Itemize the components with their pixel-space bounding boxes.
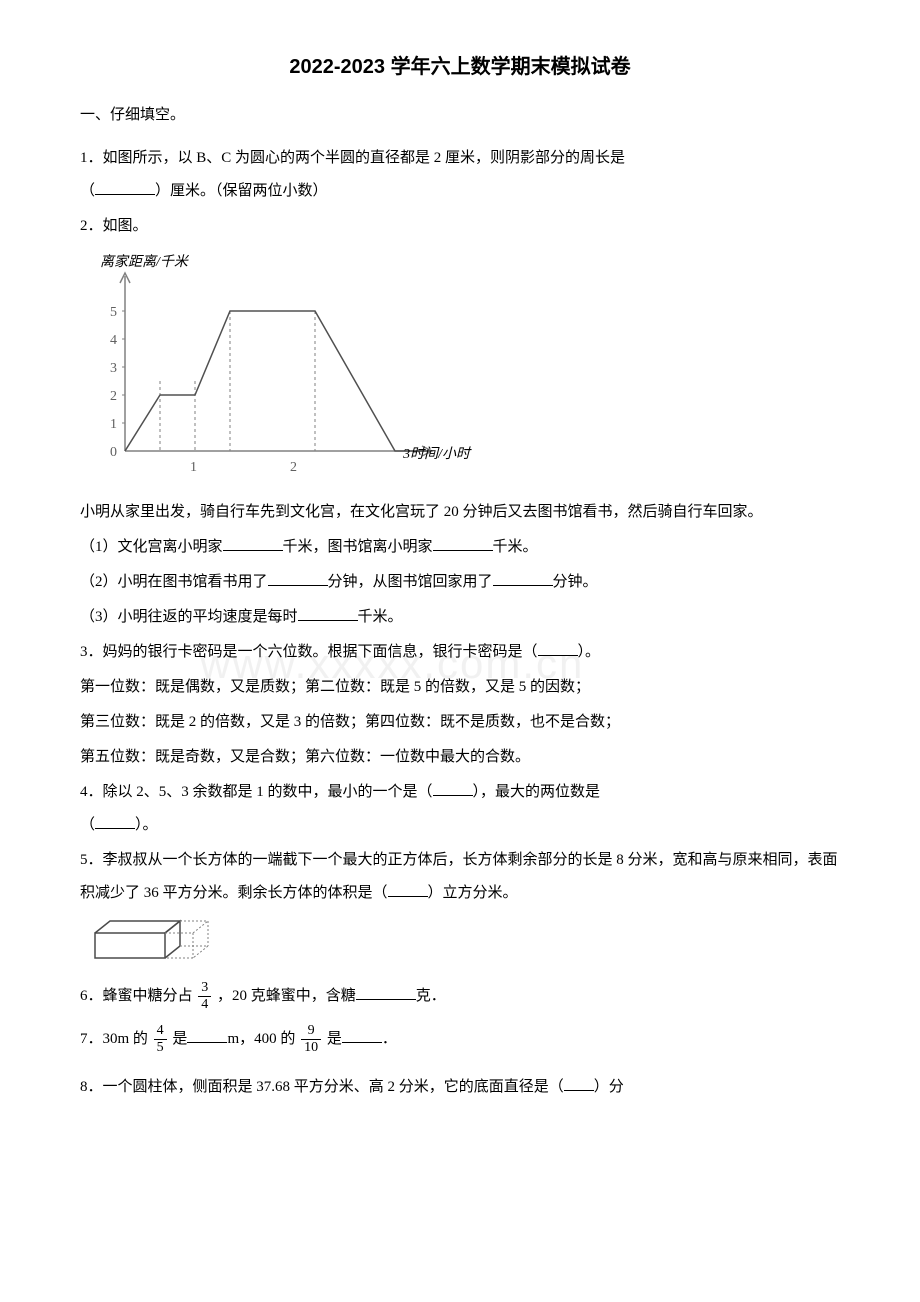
q2-2-blank2 xyxy=(493,571,553,586)
q2-description: 小明从家里出发，骑自行车先到文化宫，在文化宫玩了 20 分钟后又去图书馆看书，然… xyxy=(80,496,840,529)
q3-a: 3．妈妈的银行卡密码是一个六位数。根据下面信息，银行卡密码是（ xyxy=(80,644,538,660)
q7-blank2 xyxy=(342,1028,382,1043)
exam-title: 2022-2023 学年六上数学期末模拟试卷 xyxy=(80,50,840,79)
q6-frac-num: 3 xyxy=(198,980,211,997)
section-1-header: 一、仔细填空。 xyxy=(80,99,840,132)
distance-time-chart: 离家距离/千米 5 4 3 2 1 0 1 2 xyxy=(90,251,470,481)
q2-2b: 分钟，从图书馆回家用了 xyxy=(328,574,493,590)
q4-d: ）。 xyxy=(135,817,158,833)
ytick-4: 4 xyxy=(110,333,117,348)
q1-blank xyxy=(95,180,155,195)
question-3: 3．妈妈的银行卡密码是一个六位数。根据下面信息，银行卡密码是（ ）。 xyxy=(80,636,840,669)
cuboid-figure xyxy=(90,918,840,968)
ytick-0: 0 xyxy=(110,445,117,460)
q7-fraction1: 45 xyxy=(154,1023,167,1056)
q3-line1: 第一位数：既是偶数，又是质数；第二位数：既是 5 的倍数，又是 5 的因数； xyxy=(80,671,840,704)
question-7: 7．30m 的 45 是 m，400 的 910 是 ． xyxy=(80,1023,840,1056)
q7-c: m，400 的 xyxy=(227,1031,299,1047)
q8-a: 8．一个圆柱体，侧面积是 37.68 平方分米、高 2 分米，它的底面直径是（ xyxy=(80,1079,564,1095)
q2-1c: 千米。 xyxy=(493,539,538,555)
q1-text-a: 1．如图所示，以 B、C 为圆心的两个半圆的直径都是 2 厘米，则阴影部分的周长… xyxy=(80,150,625,166)
question-4: 4．除以 2、5、3 余数都是 1 的数中，最小的一个是（ ），最大的两位数是 （… xyxy=(80,776,840,842)
chart-x-label: 3时间/小时 xyxy=(403,443,470,463)
q7-f2-den: 10 xyxy=(301,1040,321,1056)
question-5: 5．李叔叔从一个长方体的一端截下一个最大的正方体后，长方体剩余部分的长是 8 分… xyxy=(80,844,840,910)
q4-blank1 xyxy=(433,781,473,796)
q2-1b: 千米，图书馆离小明家 xyxy=(283,539,433,555)
question-6: 6．蜂蜜中糖分占 34 ，20 克蜂蜜中，含糖 克． xyxy=(80,980,840,1013)
q7-f1-num: 4 xyxy=(154,1023,167,1040)
q2-3b: 千米。 xyxy=(358,609,403,625)
q7-a: 7．30m 的 xyxy=(80,1031,152,1047)
q6-blank xyxy=(356,985,416,1000)
question-2: 2．如图。 xyxy=(80,210,840,243)
ytick-2: 2 xyxy=(110,389,117,404)
q8-blank xyxy=(564,1076,594,1091)
q2-1-blank1 xyxy=(223,536,283,551)
q8-b: ）分 xyxy=(594,1079,624,1095)
q3-blank xyxy=(538,641,578,656)
xtick-2: 2 xyxy=(290,460,297,475)
q2-sub2: （2）小明在图书馆看书用了 分钟，从图书馆回家用了 分钟。 xyxy=(80,566,840,599)
q7-f1-den: 5 xyxy=(154,1040,167,1056)
q2-3a: （3）小明往返的平均速度是每时 xyxy=(80,609,298,625)
q6-c: 克． xyxy=(416,988,446,1004)
ytick-3: 3 xyxy=(110,361,117,376)
ytick-1: 1 xyxy=(110,417,117,432)
chart-y-label: 离家距离/千米 xyxy=(100,251,188,271)
q3-line3: 第五位数：既是奇数，又是合数；第六位数：一位数中最大的合数。 xyxy=(80,741,840,774)
q7-d: 是 xyxy=(323,1031,342,1047)
xtick-1: 1 xyxy=(190,460,197,475)
q1-text-c: ）厘米。（保留两位小数） xyxy=(155,183,328,199)
q5-b: ）立方分米。 xyxy=(428,885,518,901)
q4-b: ），最大的两位数是 xyxy=(473,784,601,800)
q6-frac-den: 4 xyxy=(198,997,211,1013)
question-1: 1．如图所示，以 B、C 为圆心的两个半圆的直径都是 2 厘米，则阴影部分的周长… xyxy=(80,142,840,208)
q3-b: ）。 xyxy=(578,644,601,660)
q2-sub3: （3）小明往返的平均速度是每时 千米。 xyxy=(80,601,840,634)
cuboid-svg xyxy=(90,918,220,963)
q4-a: 4．除以 2、5、3 余数都是 1 的数中，最小的一个是（ xyxy=(80,784,433,800)
q2-2c: 分钟。 xyxy=(553,574,598,590)
q1-text-b: （ xyxy=(80,183,95,199)
q2-1-blank2 xyxy=(433,536,493,551)
q4-c: （ xyxy=(80,817,95,833)
q5-blank xyxy=(388,882,428,897)
q7-blank1 xyxy=(187,1028,227,1043)
q2-sub1: （1）文化宫离小明家 千米，图书馆离小明家 千米。 xyxy=(80,531,840,564)
q2-2a: （2）小明在图书馆看书用了 xyxy=(80,574,268,590)
q4-blank2 xyxy=(95,814,135,829)
q7-f2-num: 9 xyxy=(301,1023,321,1040)
question-8: 8．一个圆柱体，侧面积是 37.68 平方分米、高 2 分米，它的底面直径是（ ）… xyxy=(80,1071,840,1104)
q7-b: 是 xyxy=(169,1031,188,1047)
q6-fraction: 34 xyxy=(198,980,211,1013)
q7-e: ． xyxy=(382,1031,397,1047)
q3-line2: 第三位数：既是 2 的倍数，又是 3 的倍数；第四位数：既不是质数，也不是合数； xyxy=(80,706,840,739)
q7-fraction2: 910 xyxy=(301,1023,321,1056)
q2-1a: （1）文化宫离小明家 xyxy=(80,539,223,555)
q2-2-blank1 xyxy=(268,571,328,586)
ytick-5: 5 xyxy=(110,305,117,320)
q6-a: 6．蜂蜜中糖分占 xyxy=(80,988,196,1004)
q6-b: ，20 克蜂蜜中，含糖 xyxy=(213,988,356,1004)
q2-3-blank xyxy=(298,606,358,621)
document-content: 2022-2023 学年六上数学期末模拟试卷 一、仔细填空。 1．如图所示，以 … xyxy=(80,50,840,1104)
